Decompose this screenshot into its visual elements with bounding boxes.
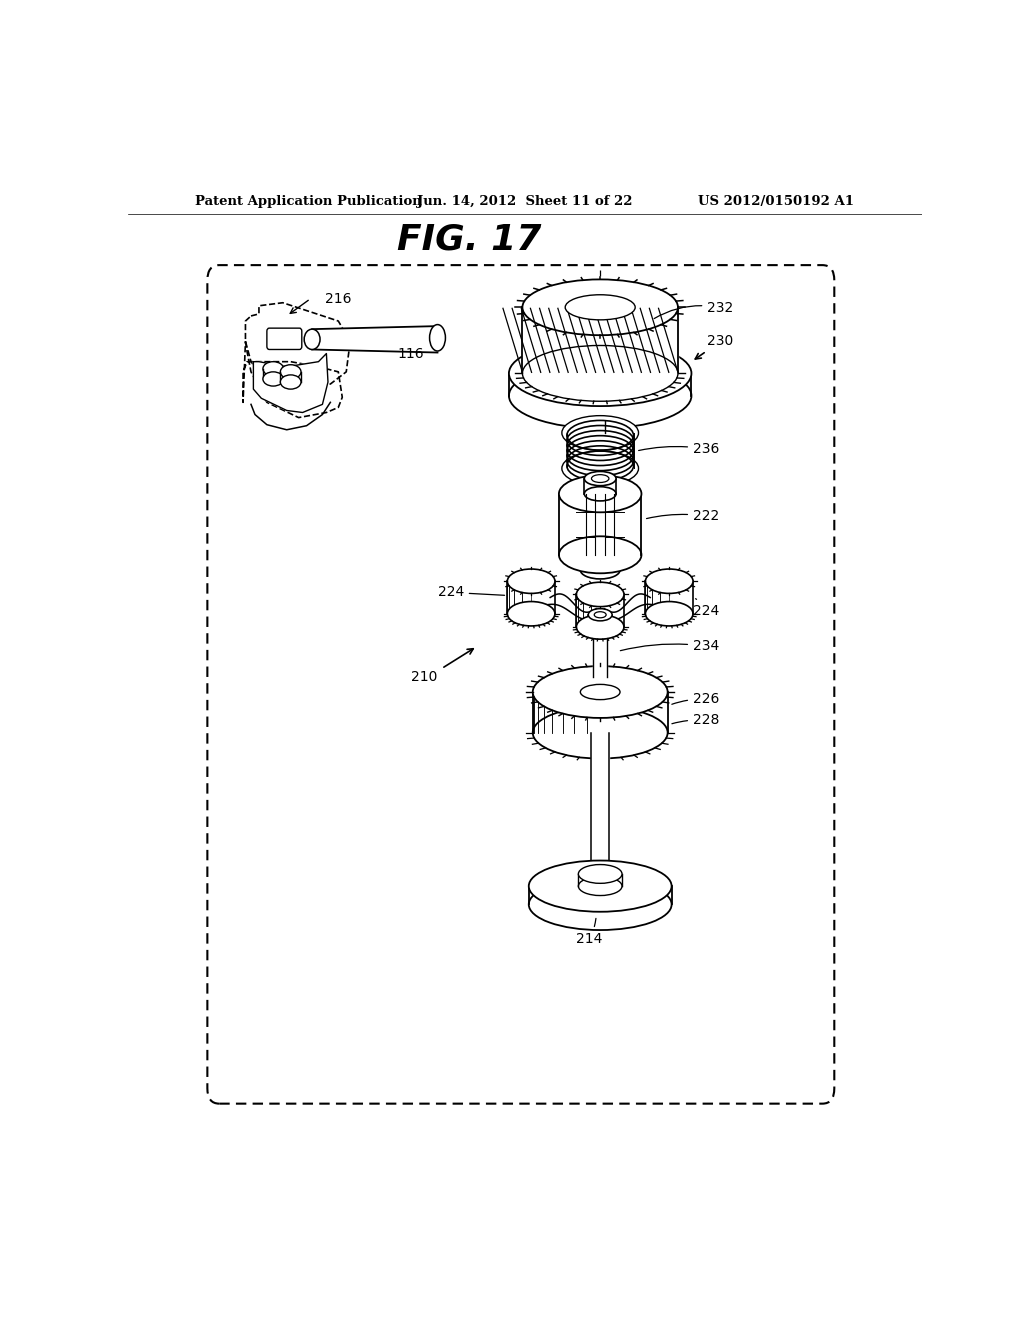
Ellipse shape bbox=[585, 471, 616, 486]
Polygon shape bbox=[312, 326, 437, 352]
Ellipse shape bbox=[559, 536, 641, 573]
Polygon shape bbox=[588, 615, 612, 634]
Polygon shape bbox=[253, 354, 328, 412]
Polygon shape bbox=[559, 494, 641, 554]
Polygon shape bbox=[579, 874, 622, 886]
Ellipse shape bbox=[577, 615, 624, 639]
Ellipse shape bbox=[562, 416, 639, 450]
Polygon shape bbox=[509, 374, 691, 396]
Ellipse shape bbox=[509, 363, 691, 429]
Ellipse shape bbox=[528, 879, 672, 931]
Text: Jun. 14, 2012  Sheet 11 of 22: Jun. 14, 2012 Sheet 11 of 22 bbox=[417, 194, 633, 207]
Text: 226: 226 bbox=[672, 692, 720, 706]
Ellipse shape bbox=[645, 569, 693, 594]
Ellipse shape bbox=[581, 546, 621, 564]
Ellipse shape bbox=[577, 582, 624, 607]
Ellipse shape bbox=[588, 609, 612, 620]
Text: FIG. 17: FIG. 17 bbox=[397, 223, 542, 256]
Ellipse shape bbox=[281, 375, 301, 389]
Ellipse shape bbox=[522, 346, 678, 401]
Ellipse shape bbox=[645, 602, 693, 626]
Ellipse shape bbox=[528, 861, 672, 912]
Ellipse shape bbox=[585, 487, 616, 500]
Ellipse shape bbox=[507, 602, 555, 626]
Ellipse shape bbox=[263, 372, 284, 385]
Ellipse shape bbox=[430, 325, 445, 351]
Ellipse shape bbox=[281, 364, 301, 379]
Ellipse shape bbox=[522, 280, 678, 335]
Text: 210: 210 bbox=[412, 669, 437, 684]
Ellipse shape bbox=[594, 611, 606, 618]
Polygon shape bbox=[507, 581, 555, 614]
Text: 222: 222 bbox=[646, 510, 719, 523]
Ellipse shape bbox=[579, 865, 622, 883]
Text: 214: 214 bbox=[577, 919, 603, 946]
Text: Patent Application Publication: Patent Application Publication bbox=[196, 194, 422, 207]
Text: 216: 216 bbox=[325, 292, 351, 306]
Ellipse shape bbox=[532, 667, 668, 718]
Ellipse shape bbox=[263, 362, 284, 376]
Text: 234: 234 bbox=[621, 639, 719, 653]
Ellipse shape bbox=[565, 294, 635, 319]
Ellipse shape bbox=[559, 475, 641, 512]
Ellipse shape bbox=[579, 876, 622, 895]
Polygon shape bbox=[645, 581, 693, 614]
Text: 116: 116 bbox=[397, 347, 425, 360]
FancyBboxPatch shape bbox=[267, 329, 302, 350]
Polygon shape bbox=[593, 634, 607, 677]
Text: US 2012/0150192 A1: US 2012/0150192 A1 bbox=[698, 194, 854, 207]
Polygon shape bbox=[528, 886, 672, 904]
Polygon shape bbox=[532, 692, 668, 733]
Polygon shape bbox=[592, 733, 609, 886]
Polygon shape bbox=[246, 302, 350, 384]
Text: 232: 232 bbox=[654, 301, 733, 318]
Text: 224: 224 bbox=[437, 585, 505, 599]
Polygon shape bbox=[243, 342, 342, 417]
Text: 236: 236 bbox=[639, 442, 720, 457]
Ellipse shape bbox=[509, 341, 691, 407]
Text: 230: 230 bbox=[695, 334, 733, 359]
Polygon shape bbox=[581, 554, 620, 570]
Ellipse shape bbox=[581, 684, 621, 700]
Text: 228: 228 bbox=[672, 714, 720, 727]
Text: 224: 224 bbox=[693, 599, 719, 618]
Polygon shape bbox=[522, 308, 678, 374]
Ellipse shape bbox=[507, 569, 555, 594]
Ellipse shape bbox=[532, 706, 668, 759]
Ellipse shape bbox=[592, 475, 609, 483]
Ellipse shape bbox=[304, 329, 321, 350]
Polygon shape bbox=[577, 594, 624, 627]
Ellipse shape bbox=[562, 451, 639, 486]
Ellipse shape bbox=[588, 627, 612, 639]
Polygon shape bbox=[585, 479, 616, 494]
Ellipse shape bbox=[581, 561, 621, 579]
